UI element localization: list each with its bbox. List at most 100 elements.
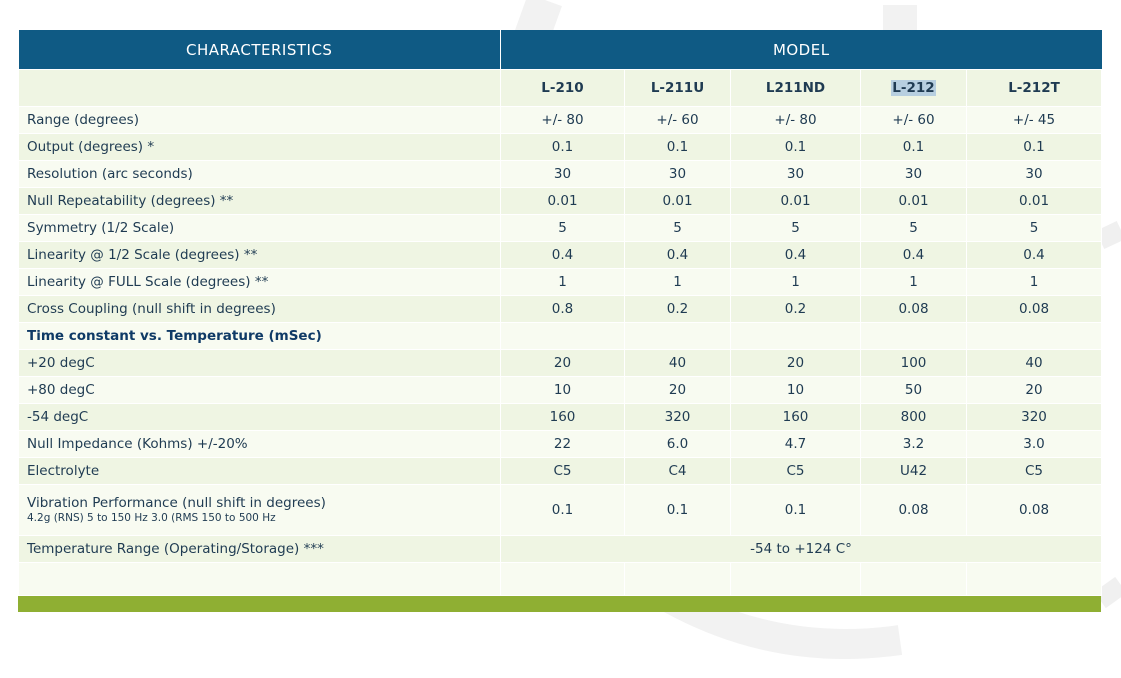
row-label: Symmetry (1/2 Scale) — [18, 214, 501, 242]
section-blank-cell — [860, 322, 967, 350]
row-value: 0.08 — [965, 295, 1103, 323]
model-names-blank — [18, 69, 501, 107]
row-value: 0.1 — [624, 133, 731, 161]
row-value: 5 — [730, 214, 861, 242]
row-label: Range (degrees) — [18, 106, 501, 134]
row-label: Linearity @ FULL Scale (degrees) ** — [18, 268, 501, 296]
row-value: +/- 80 — [500, 106, 625, 134]
row-value: +/- 80 — [730, 106, 861, 134]
row-value: 0.4 — [500, 241, 625, 269]
row-value: 0.08 — [860, 295, 967, 323]
row-value: 0.1 — [730, 484, 861, 536]
row-label: Null Impedance (Kohms) +/-20% — [18, 430, 501, 458]
row-value: 0.08 — [965, 484, 1103, 536]
row-value: +/- 45 — [965, 106, 1103, 134]
row-value: 1 — [730, 268, 861, 296]
model-name: L211ND — [730, 69, 861, 107]
characteristics-header: CHARACTERISTICS — [18, 30, 501, 70]
row-value: 0.01 — [500, 187, 625, 215]
row-value: 0.1 — [500, 484, 625, 536]
row-value: 30 — [500, 160, 625, 188]
table-row: -54 degC 160 320 160 800 320 — [18, 403, 1103, 431]
row-value: 50 — [860, 376, 967, 404]
specifications-table: CHARACTERISTICS MODEL L-210 L-211U L211N… — [18, 30, 1103, 596]
row-label: +20 degC — [18, 349, 501, 377]
row-value: 40 — [965, 349, 1103, 377]
row-value: +/- 60 — [624, 106, 731, 134]
row-value: 0.1 — [860, 133, 967, 161]
row-value: 5 — [624, 214, 731, 242]
temperature-value: -54 to +124 C° — [499, 535, 1103, 563]
section-blank-cell — [624, 322, 731, 350]
empty-cell — [730, 562, 861, 596]
empty-cell — [500, 562, 625, 596]
row-value: 20 — [730, 349, 861, 377]
row-value: 30 — [965, 160, 1103, 188]
specifications-table-container: CHARACTERISTICS MODEL L-210 L-211U L211N… — [18, 30, 1103, 612]
table-row: Range (degrees) +/- 80 +/- 60 +/- 80 +/- 60 +… — [18, 106, 1103, 134]
row-value: 0.8 — [500, 295, 625, 323]
row-value: 30 — [860, 160, 967, 188]
section-blank-cell — [965, 322, 1103, 350]
row-value: 5 — [965, 214, 1103, 242]
model-names-row: L-210 L-211U L211ND L-212 L-212T — [18, 69, 1103, 107]
row-value: 20 — [624, 376, 731, 404]
row-value: 160 — [500, 403, 625, 431]
row-value: 40 — [624, 349, 731, 377]
empty-cell — [860, 562, 967, 596]
row-value: 320 — [624, 403, 731, 431]
row-label: Resolution (arc seconds) — [18, 160, 501, 188]
row-value: 800 — [860, 403, 967, 431]
row-value: +/- 60 — [860, 106, 967, 134]
row-label: Output (degrees) * — [18, 133, 501, 161]
table-row: Linearity @ FULL Scale (degrees) ** 1 1 1 1 1 — [18, 268, 1103, 296]
empty-row — [18, 562, 1103, 596]
section-blank-cell — [730, 322, 861, 350]
temperature-row: Temperature Range (Operating/Storage) **… — [18, 535, 1103, 563]
table-row: +20 degC 20 40 20 100 40 — [18, 349, 1103, 377]
row-value: 0.01 — [624, 187, 731, 215]
row-value: 0.4 — [860, 241, 967, 269]
model-name: L-212 — [860, 69, 967, 107]
row-value: 160 — [730, 403, 861, 431]
model-name: L-211U — [624, 69, 731, 107]
vibration-row: Vibration Performance (null shift in deg… — [18, 484, 1103, 536]
footer-bar — [18, 596, 1101, 612]
model-name-selected: L-212 — [891, 80, 936, 96]
row-value: 0.4 — [965, 241, 1103, 269]
table-row: Output (degrees) * 0.1 0.1 0.1 0.1 0.1 — [18, 133, 1103, 161]
row-value: 1 — [500, 268, 625, 296]
section-title: Time constant vs. Temperature (mSec) — [18, 322, 501, 350]
empty-cell — [965, 562, 1103, 596]
row-value: 100 — [860, 349, 967, 377]
row-value: C5 — [730, 457, 861, 485]
row-value: 3.0 — [965, 430, 1103, 458]
table-row: Linearity @ 1/2 Scale (degrees) ** 0.4 0.4… — [18, 241, 1103, 269]
table-row: Electrolyte C5 C4 C5 U42 C5 — [18, 457, 1103, 485]
table-row: Resolution (arc seconds) 30 30 30 30 30 — [18, 160, 1103, 188]
model-header: MODEL — [500, 30, 1102, 70]
row-value: 4.7 — [730, 430, 861, 458]
model-name: L-210 — [500, 69, 625, 107]
row-value: 0.4 — [730, 241, 861, 269]
row-value: 1 — [965, 268, 1103, 296]
table-row: Cross Coupling (null shift in degrees) 0.… — [18, 295, 1103, 323]
vibration-label-cell: Vibration Performance (null shift in deg… — [18, 484, 501, 536]
row-value: 0.2 — [624, 295, 731, 323]
row-label: Linearity @ 1/2 Scale (degrees) ** — [18, 241, 501, 269]
row-label: -54 degC — [18, 403, 501, 431]
table-row: +80 degC 10 20 10 50 20 — [18, 376, 1103, 404]
row-value: C5 — [965, 457, 1103, 485]
row-value: 0.4 — [624, 241, 731, 269]
row-value: 20 — [500, 349, 625, 377]
row-value: 0.1 — [730, 133, 861, 161]
row-value: 20 — [965, 376, 1103, 404]
row-value: C5 — [500, 457, 625, 485]
row-value: 1 — [860, 268, 967, 296]
vibration-label: Vibration Performance (null shift in deg… — [27, 495, 326, 511]
empty-cell — [18, 562, 501, 596]
section-blank-cell — [500, 322, 625, 350]
temperature-label: Temperature Range (Operating/Storage) **… — [18, 535, 501, 563]
row-value: 30 — [730, 160, 861, 188]
row-value: 22 — [500, 430, 625, 458]
